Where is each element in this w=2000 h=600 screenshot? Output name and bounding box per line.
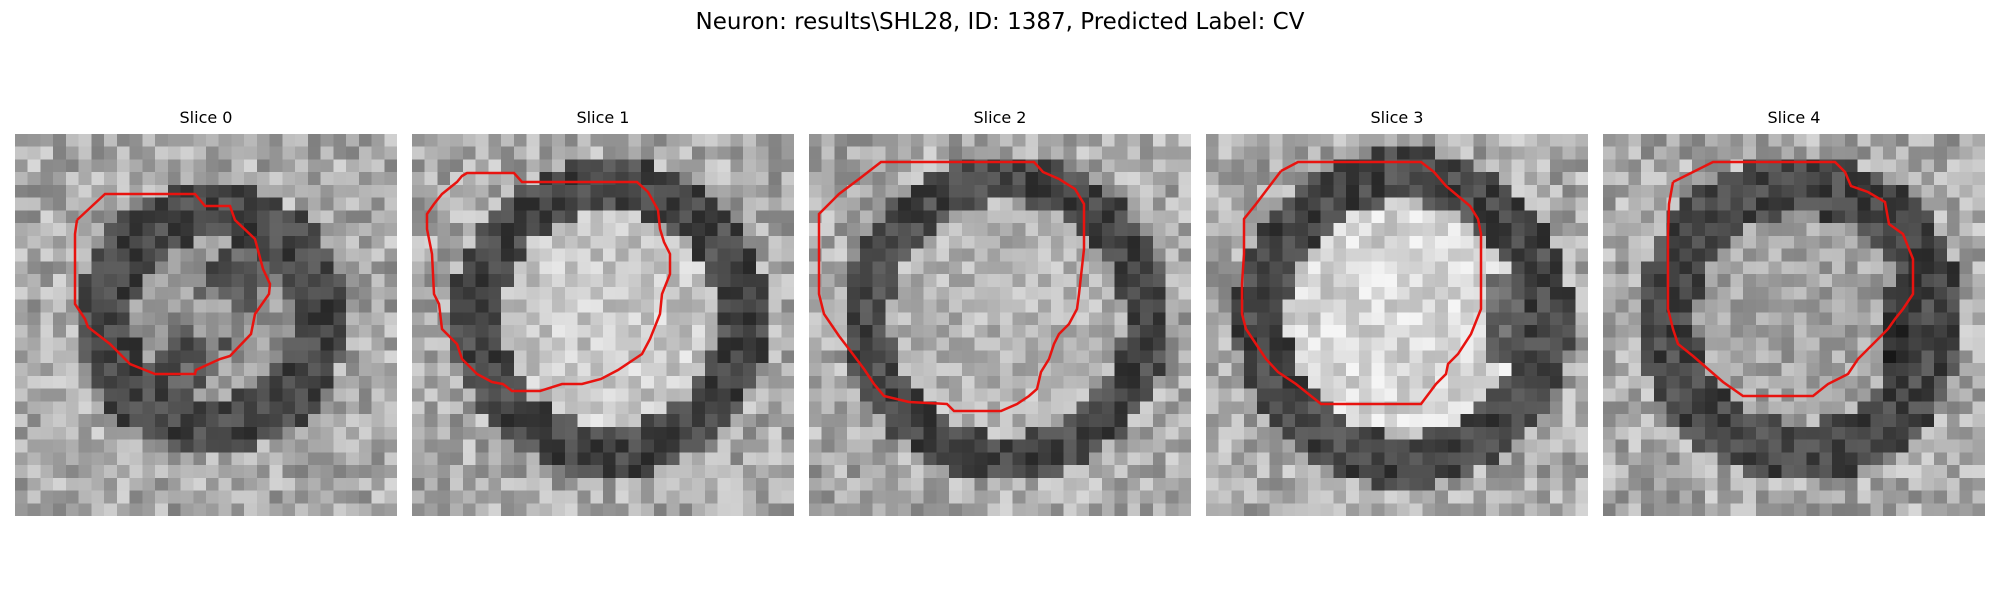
slice-panel-3: Slice 3 [1206,108,1588,516]
grayscale-slice-image [1206,134,1588,516]
grayscale-slice-image [809,134,1191,516]
figure-title: Neuron: results\SHL28, ID: 1387, Predict… [695,9,1305,35]
slice-image-frame [1603,134,1985,516]
slice-title: Slice 0 [179,108,233,127]
grayscale-slice-image [412,134,794,516]
slice-title: Slice 4 [1767,108,1821,127]
slice-title: Slice 2 [973,108,1027,127]
grayscale-slice-image [15,134,397,516]
grayscale-slice-image [1603,134,1985,516]
slice-title: Slice 3 [1370,108,1424,127]
slice-title: Slice 1 [576,108,630,127]
slice-image-frame [809,134,1191,516]
slice-image-frame [15,134,397,516]
slice-panel-2: Slice 2 [809,108,1191,516]
slice-panel-4: Slice 4 [1603,108,1985,516]
slice-image-frame [1206,134,1588,516]
slice-panel-1: Slice 1 [412,108,794,516]
slice-panel-0: Slice 0 [15,108,397,516]
slice-image-frame [412,134,794,516]
